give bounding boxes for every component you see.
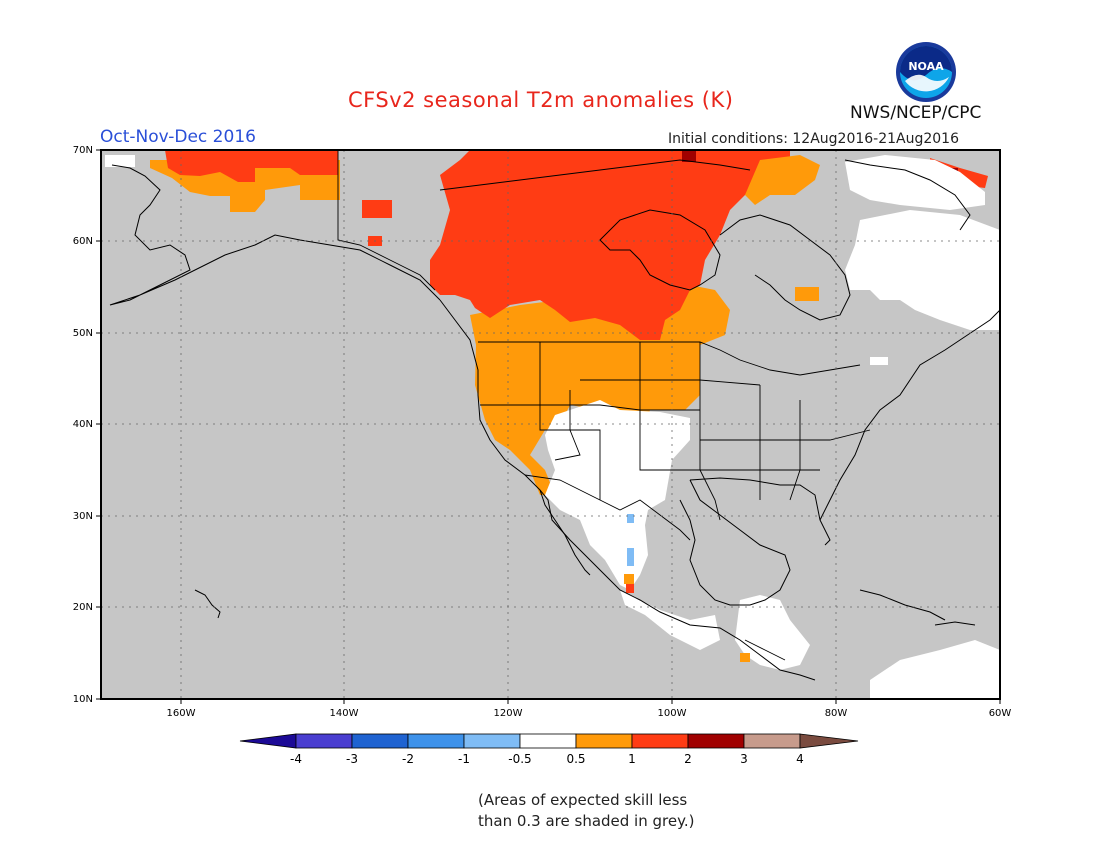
coast-hawaii — [194, 589, 221, 619]
anomaly-white-mexico — [620, 590, 720, 650]
anomaly-red-patch-mexico — [626, 584, 634, 593]
lon-label: 140W — [330, 708, 359, 719]
coast-bajacal — [539, 489, 591, 576]
lat-label: 40N — [73, 419, 93, 430]
colorbar-box — [407, 733, 465, 749]
colorbar-tick-label: 0.5 — [566, 752, 585, 766]
skill-footnote: (Areas of expected skill less than 0.3 a… — [478, 790, 694, 832]
colorbar-box — [687, 733, 745, 749]
anomaly-orange-patch-ca — [740, 653, 750, 662]
colorbar-tick-label: -3 — [346, 752, 358, 766]
anomaly-white-bahamas — [870, 357, 888, 365]
colorbar-arrow-left — [239, 733, 297, 749]
anomaly-shading — [105, 150, 1000, 699]
colorbar-labels: -4 -3 -2 -1 -0.5 0.5 1 2 3 4 — [290, 752, 804, 766]
colorbar-tick-label: -1 — [458, 752, 470, 766]
anomaly-white-patch — [105, 155, 135, 167]
anomaly-orange-canada — [470, 285, 730, 495]
anomaly-white-caribbean — [870, 640, 1000, 699]
border-states-7 — [554, 390, 581, 461]
colorbar-tick-label: 2 — [684, 752, 692, 766]
colorbar-tick-label: 1 — [628, 752, 636, 766]
colorbar-tick-label: -2 — [402, 752, 414, 766]
anomaly-orange-patch — [624, 574, 634, 584]
lat-label: 50N — [73, 328, 93, 339]
lon-label: 100W — [658, 708, 687, 719]
borders — [337, 150, 871, 661]
lat-label: 10N — [73, 694, 93, 705]
coast-gulf — [679, 479, 791, 606]
lat-label: 30N — [73, 511, 93, 522]
border-centralam — [744, 639, 786, 661]
border-us-mexico — [524, 474, 691, 541]
coast-westcoast — [439, 299, 816, 681]
border-states-3 — [580, 379, 761, 386]
coast-greenland — [844, 159, 971, 231]
coast-alaska — [109, 164, 441, 306]
colorbar-box — [519, 733, 577, 749]
agency-label: NWS/NCEP/CPC — [850, 103, 982, 123]
lon-label: 160W — [167, 708, 196, 719]
forecast-period: Oct-Nov-Dec 2016 — [100, 127, 256, 147]
anomaly-red-canada — [430, 150, 790, 340]
colorbar-box — [575, 733, 633, 749]
anomaly-red-patch — [362, 200, 392, 218]
anomaly-orange-quebec — [745, 155, 820, 205]
lon-label: 120W — [494, 708, 523, 719]
anomaly-white-centralam — [735, 595, 810, 670]
lat-label: 60N — [73, 236, 93, 247]
coast-hudson — [599, 209, 721, 291]
initial-conditions: Initial conditions: 12Aug2016-21Aug2016 — [668, 131, 959, 147]
border-states-8 — [789, 400, 801, 501]
colorbar-box — [295, 733, 353, 749]
colorbar — [239, 733, 859, 749]
coast-gulf-north — [689, 477, 831, 546]
border-us-canada — [478, 341, 861, 376]
noaa-logo-text: NOAA — [908, 60, 944, 73]
colorbar-tick-label: 4 — [796, 752, 804, 766]
colorbar-box — [463, 733, 521, 749]
colorbar-tick-label: 3 — [740, 752, 748, 766]
lon-label: 80W — [825, 708, 848, 719]
anomaly-white-greenland — [845, 155, 985, 210]
footnote-line-2: than 0.3 are shaded in grey.) — [478, 812, 695, 830]
anomaly-lightblue-patch — [627, 514, 634, 523]
coast-arctic — [439, 159, 751, 191]
colorbar-box — [631, 733, 689, 749]
tick-marks — [96, 149, 1001, 704]
lat-label: 20N — [73, 602, 93, 613]
anomaly-lightblue-patch — [627, 548, 634, 566]
coast-labrador — [719, 214, 851, 321]
border-states-5 — [699, 342, 721, 521]
colorbar-tick-label: -4 — [290, 752, 302, 766]
lat-label: 70N — [73, 145, 93, 156]
anomaly-darkred-patch — [682, 150, 696, 162]
border-states-2 — [480, 404, 700, 411]
anomaly-white-labrador — [845, 210, 1000, 330]
coast-cuba — [859, 589, 946, 621]
colorbar-box — [743, 733, 801, 749]
border-alaska-canada — [337, 150, 436, 291]
coastlines — [109, 159, 1000, 681]
noaa-logo: NOAA — [895, 41, 957, 103]
lon-label: 60W — [989, 708, 1012, 719]
coast-east — [819, 309, 1000, 521]
graticule — [101, 150, 1000, 699]
coast-hispaniola — [934, 621, 976, 626]
anomaly-orange-labrador — [795, 287, 819, 301]
anomaly-white-southwest — [545, 400, 690, 590]
colorbar-box — [351, 733, 409, 749]
anomaly-red-alaska — [165, 150, 338, 182]
colorbar-tick-label: -0.5 — [508, 752, 531, 766]
chart-title: CFSv2 seasonal T2m anomalies (K) — [348, 88, 734, 112]
colorbar-arrow-right — [799, 733, 859, 749]
border-states-9 — [700, 429, 871, 441]
footnote-line-1: (Areas of expected skill less — [478, 791, 688, 809]
